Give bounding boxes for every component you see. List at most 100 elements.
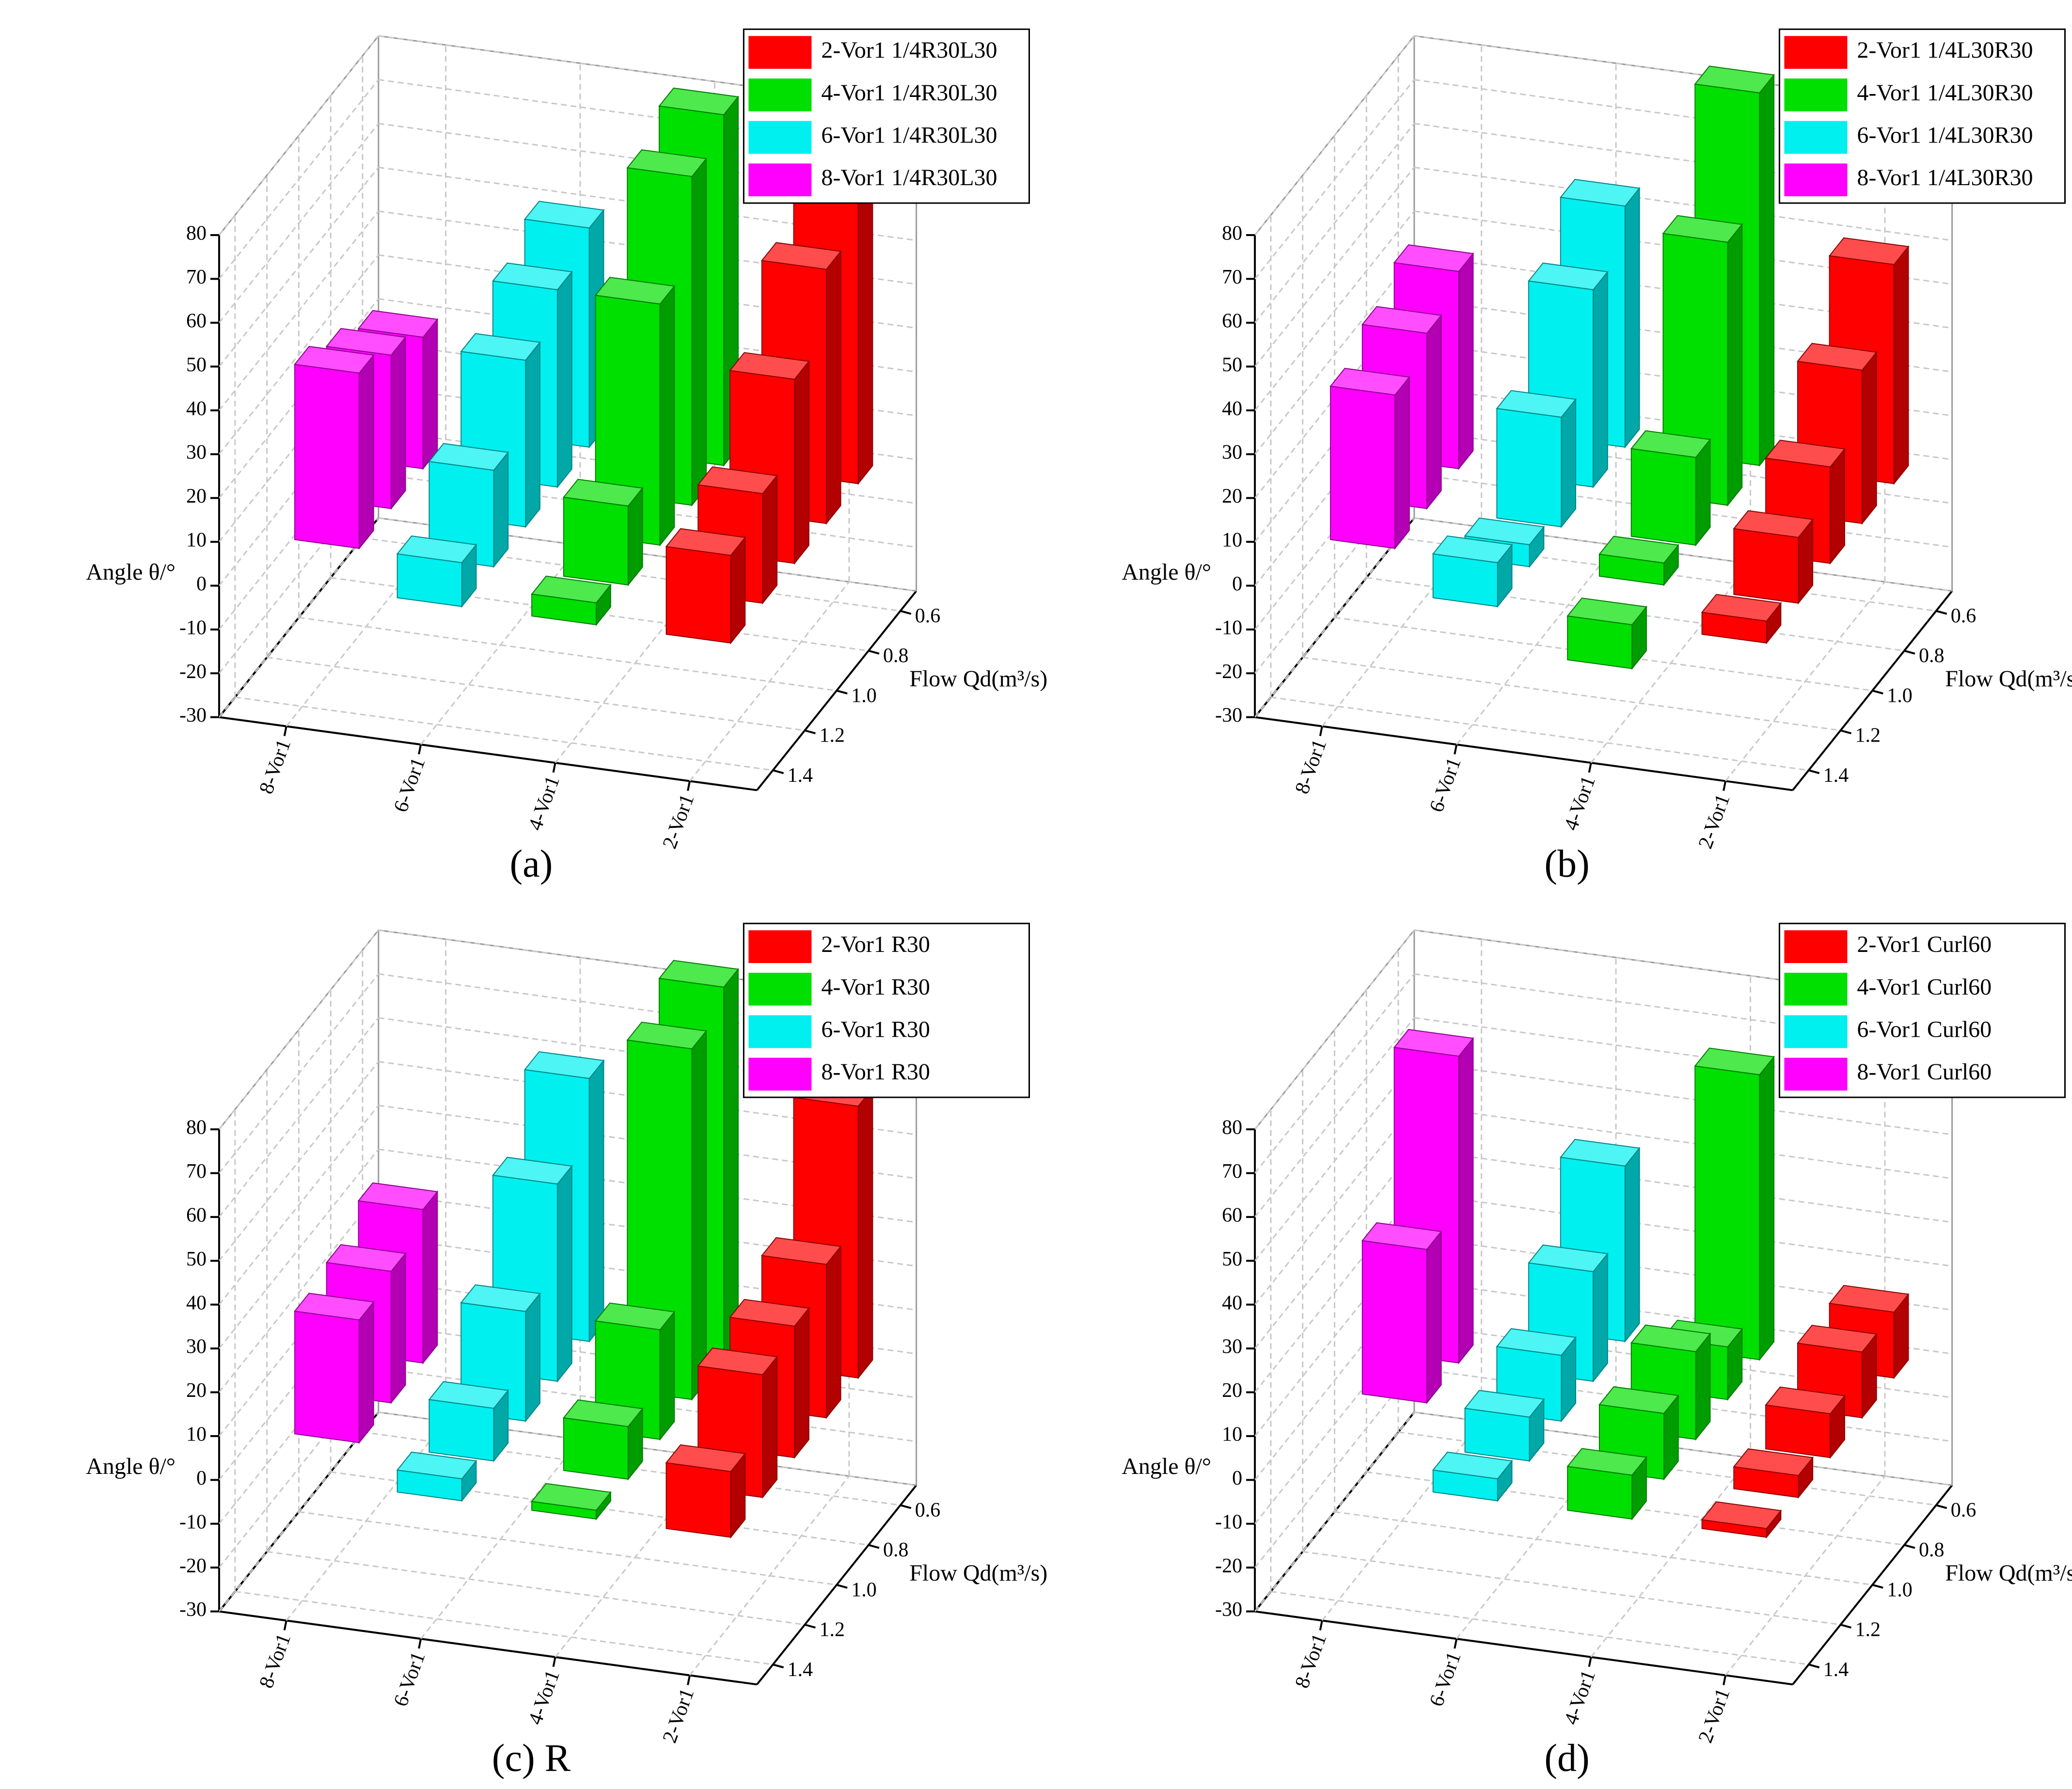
bar [563,1399,644,1481]
x-tick-label: 2-Vor1 [659,1685,699,1746]
grid-line [1302,656,1841,731]
bar-top [563,478,644,507]
grid-line [218,210,380,411]
y-tick-label: 1.2 [1855,1619,1881,1641]
bar-top [665,1444,746,1472]
tick-mark [1840,1624,1851,1629]
bar-top [761,1237,842,1265]
bar-side [1727,223,1743,507]
bar [665,528,746,645]
tick-mark [1723,781,1727,791]
tick-mark [900,610,912,615]
legend-swatch [1784,1058,1848,1091]
y-tick-label: 0.6 [1951,1499,1977,1521]
bar-top [396,1451,477,1480]
tick-mark [687,1675,691,1685]
bar [1694,1047,1775,1362]
x-tick-label: 2-Vor1 [1694,1685,1735,1746]
grid-line [378,1061,917,1136]
x-tick-label: 4-Vor1 [1560,1667,1600,1728]
z-tick-label: 80 [186,222,206,245]
y-tick-label: 1.4 [788,1659,813,1681]
tick-mark [1454,1638,1458,1649]
bar-top [658,87,739,115]
x-tick-label: 6-Vor1 [1425,1649,1466,1710]
legend-label: 2-Vor1 1/4R30L30 [821,37,997,63]
bar-side [1426,314,1442,510]
z-tick-label: 70 [186,1160,206,1183]
legend-swatch [1784,930,1848,963]
bar [1566,1448,1647,1520]
legend-swatch [1784,163,1848,196]
grid-line [378,79,917,154]
z-tick-label: 20 [186,1379,206,1402]
bar-top [1329,367,1410,396]
y-tick-label: 0.6 [1951,605,1977,627]
x-tick-label: 8-Vor1 [1291,736,1331,797]
z-tick-label: 60 [1222,310,1242,332]
grid-line [1270,1591,1809,1665]
bar-side [493,451,509,568]
grid-line [689,1475,850,1676]
grid-line [267,1551,805,1626]
bar-top [1828,1285,1910,1313]
bar-side [1862,350,1877,525]
bar-front [1630,448,1696,546]
bar-top [594,1302,676,1330]
bar-top [1733,1448,1814,1476]
bar [1797,1325,1878,1419]
grid-line [1254,210,1415,411]
bar-top [1598,1386,1679,1414]
z-tick-label: 0 [196,573,206,595]
legend-label: 6-Vor1 1/4R30L30 [821,122,997,148]
z-tick-label: -30 [179,704,206,727]
tick-mark [1723,1675,1727,1685]
bar-front [428,1399,494,1462]
bar [1566,597,1647,670]
bar-top [1630,430,1711,458]
caption: (d) [1544,1737,1589,1779]
bar-side [1458,252,1474,470]
x-tick-label: 4-Vor1 [1560,773,1600,834]
grid-line [1254,1192,1415,1393]
grid-line [1334,1511,1873,1586]
grid-line [1414,1148,1952,1223]
bar-side [857,1087,873,1379]
grid-line [267,656,805,731]
z-tick-label: -30 [1215,704,1242,727]
bar-top [729,1298,810,1327]
tick-mark [804,1624,816,1629]
legend-swatch [1784,36,1848,69]
grid-line [285,1421,446,1621]
bar-top [626,149,708,177]
z-tick-label: 70 [1222,1160,1242,1183]
z-tick-label: -10 [179,617,206,639]
bar-top [1464,1390,1545,1418]
z-tick-label: 0 [196,1467,206,1489]
tick-mark [283,726,287,736]
z-tick-label: 40 [186,397,206,420]
y-tick-label: 1.2 [1855,725,1881,747]
y-tick-label: 1.4 [1823,764,1849,787]
grid-line [218,123,380,323]
bar-top [1432,535,1513,563]
tick-mark [418,744,422,755]
tick-mark [804,729,816,734]
grid-line [420,1439,581,1640]
grid-line [1254,930,1415,1130]
grid-line [378,254,917,329]
legend-label: 8-Vor1 1/4R30L30 [821,165,997,190]
bar-top [1361,1222,1442,1250]
bar [594,277,676,547]
bar-top [1630,1324,1711,1352]
z-tick-label: 50 [1222,1248,1242,1270]
z-tick-label: 40 [1222,397,1242,420]
bar-side [557,1164,572,1383]
bar-top [1361,306,1442,334]
z-tick-label: 80 [1222,222,1242,245]
grid-line [1321,1421,1482,1621]
legend-label: 6-Vor1 R30 [821,1016,930,1042]
caption: (c) R [492,1737,571,1779]
z-tick-label: 30 [1222,1336,1242,1358]
y-axis-title: Flow Qd(m³/s) [909,1560,1047,1586]
